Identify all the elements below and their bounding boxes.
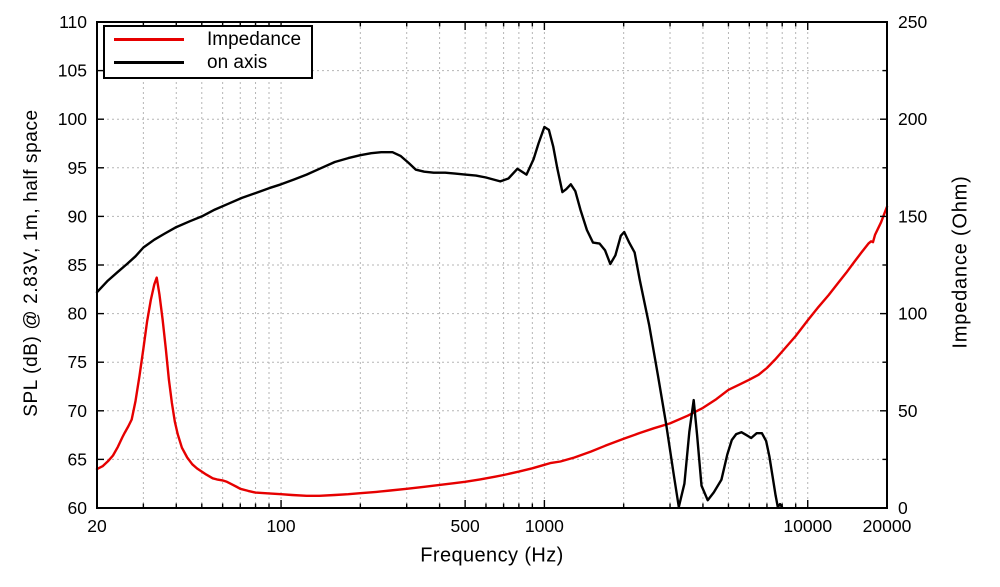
x-tick-label: 20 xyxy=(87,516,107,536)
on-axis-line-swatch xyxy=(114,61,184,64)
legend-item-on-axis: on axis xyxy=(105,51,311,74)
x-tick-label: 10000 xyxy=(783,516,832,536)
y-right-tick-label: 100 xyxy=(898,304,927,324)
y-left-tick-label: 65 xyxy=(68,449,87,469)
x-tick-label: 500 xyxy=(451,516,480,536)
y-left-tick-label: 75 xyxy=(68,352,87,372)
y-right-tick-label: 0 xyxy=(898,498,908,518)
y-left-tick-label: 90 xyxy=(68,206,88,226)
impedance-curve xyxy=(95,205,889,497)
y-left-tick-label: 95 xyxy=(68,158,87,178)
y-axis-label-right: Impedance (Ohm) xyxy=(949,175,972,349)
x-tick-label: 20000 xyxy=(863,516,912,536)
y-right-tick-label: 50 xyxy=(898,401,918,421)
y-left-tick-label: 85 xyxy=(68,255,87,275)
y-right-tick-label: 150 xyxy=(898,206,927,226)
legend-label-impedance: Impedance xyxy=(207,29,302,50)
impedance-line-swatch xyxy=(114,38,184,41)
y-left-tick-label: 70 xyxy=(68,401,88,421)
x-axis-label: Frequency (Hz) xyxy=(420,544,564,567)
legend-label-on-axis: on axis xyxy=(207,52,268,73)
x-tick-label: 1000 xyxy=(525,516,564,536)
y-left-tick-label: 105 xyxy=(58,61,87,81)
legend-item-impedance: Impedance xyxy=(105,28,311,51)
y-axis-label-left: SPL (dB) @ 2.83V, 1m, half space xyxy=(21,109,42,417)
y-left-tick-label: 100 xyxy=(58,109,87,129)
y-left-tick-label: 110 xyxy=(59,12,87,32)
y-right-tick-label: 200 xyxy=(898,109,927,129)
y-left-tick-label: 60 xyxy=(68,498,88,518)
y-left-tick-label: 80 xyxy=(68,304,88,324)
legend: Impedance on axis xyxy=(103,25,313,79)
y-right-tick-label: 250 xyxy=(898,12,927,32)
spl-curve xyxy=(95,125,784,509)
x-tick-label: 100 xyxy=(266,516,295,536)
